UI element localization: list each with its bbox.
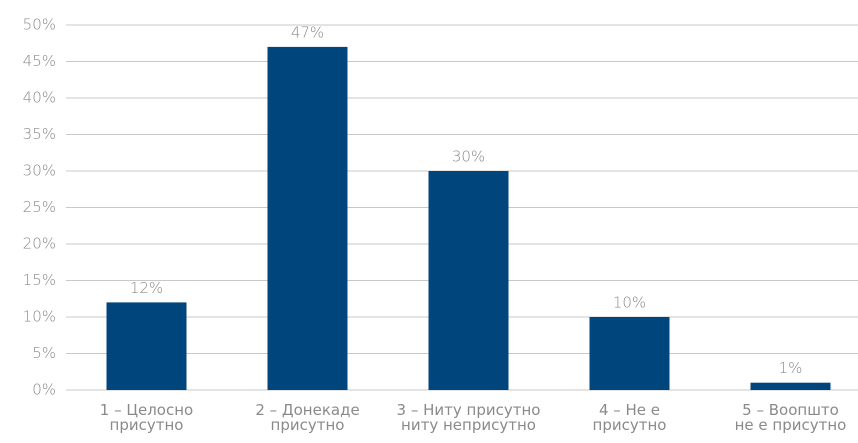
y-tick-label: 0% <box>32 381 56 399</box>
data-label: 47% <box>291 23 324 41</box>
y-tick-label: 40% <box>23 89 56 107</box>
bar <box>589 317 670 390</box>
y-tick-label: 10% <box>23 308 56 326</box>
x-tick-label: 1 – Целосно присутно <box>99 401 194 434</box>
data-label: 1% <box>779 359 803 377</box>
bar <box>428 171 509 390</box>
x-tick-label: 2 – Донекаде присутно <box>255 401 360 434</box>
data-label: 12% <box>130 279 163 297</box>
y-tick-label: 5% <box>32 344 56 362</box>
y-tick-label: 50% <box>23 16 56 34</box>
x-tick-label: 3 – Ниту присутно ниту неприсутно <box>396 401 541 434</box>
y-tick-label: 30% <box>23 162 56 180</box>
x-tick-label: 5 – Воопшто не е присутно <box>734 401 847 434</box>
data-label: 30% <box>452 148 485 166</box>
bar <box>750 382 831 390</box>
y-tick-label: 15% <box>23 271 56 289</box>
bar <box>106 302 187 390</box>
bar <box>267 46 348 391</box>
y-tick-label: 20% <box>23 235 56 253</box>
x-tick-label: 4 – Не е присутно <box>592 401 667 434</box>
data-label: 10% <box>613 294 646 312</box>
y-tick-label: 25% <box>23 198 56 216</box>
y-tick-label: 35% <box>23 125 56 143</box>
y-tick-label: 45% <box>23 52 56 70</box>
